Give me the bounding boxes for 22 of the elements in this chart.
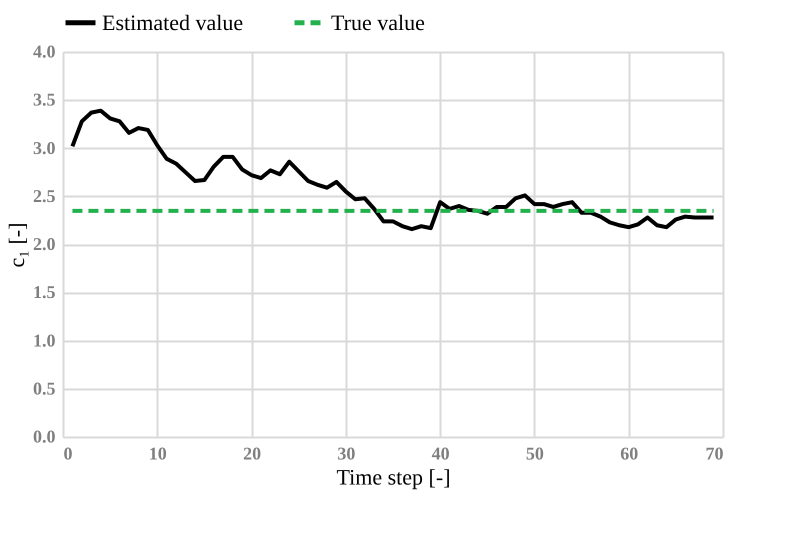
x-tick-label: 30 bbox=[337, 444, 356, 464]
x-axis-title: Time step [-] bbox=[336, 464, 451, 490]
x-tick-label: 70 bbox=[706, 444, 724, 464]
y-tick-label: 0.0 bbox=[33, 426, 56, 446]
x-tick-label: 10 bbox=[148, 444, 167, 464]
y-tick-label: 0.5 bbox=[33, 378, 56, 398]
y-tick-label: 3.5 bbox=[33, 90, 56, 110]
x-tick-label: 50 bbox=[526, 444, 544, 464]
y-tick-label: 4.0 bbox=[33, 42, 56, 62]
y-axis-title: c₁ [-] bbox=[4, 222, 29, 268]
x-tick-label: 60 bbox=[620, 444, 638, 464]
y-tick-label: 1.0 bbox=[33, 330, 56, 350]
y-tick-label: 2.5 bbox=[33, 186, 56, 206]
x-tick-label: 40 bbox=[432, 444, 450, 464]
y-tick-label: 1.5 bbox=[33, 282, 56, 302]
line-series bbox=[70, 108, 716, 232]
x-tick-label: 0 bbox=[64, 444, 72, 464]
x-tick-label: 20 bbox=[243, 444, 262, 464]
y-tick-label: 3.0 bbox=[33, 138, 56, 158]
y-tick-label: 2.0 bbox=[33, 234, 56, 254]
legend-label: True value bbox=[331, 10, 425, 35]
legend-label: Estimated value bbox=[102, 10, 244, 35]
